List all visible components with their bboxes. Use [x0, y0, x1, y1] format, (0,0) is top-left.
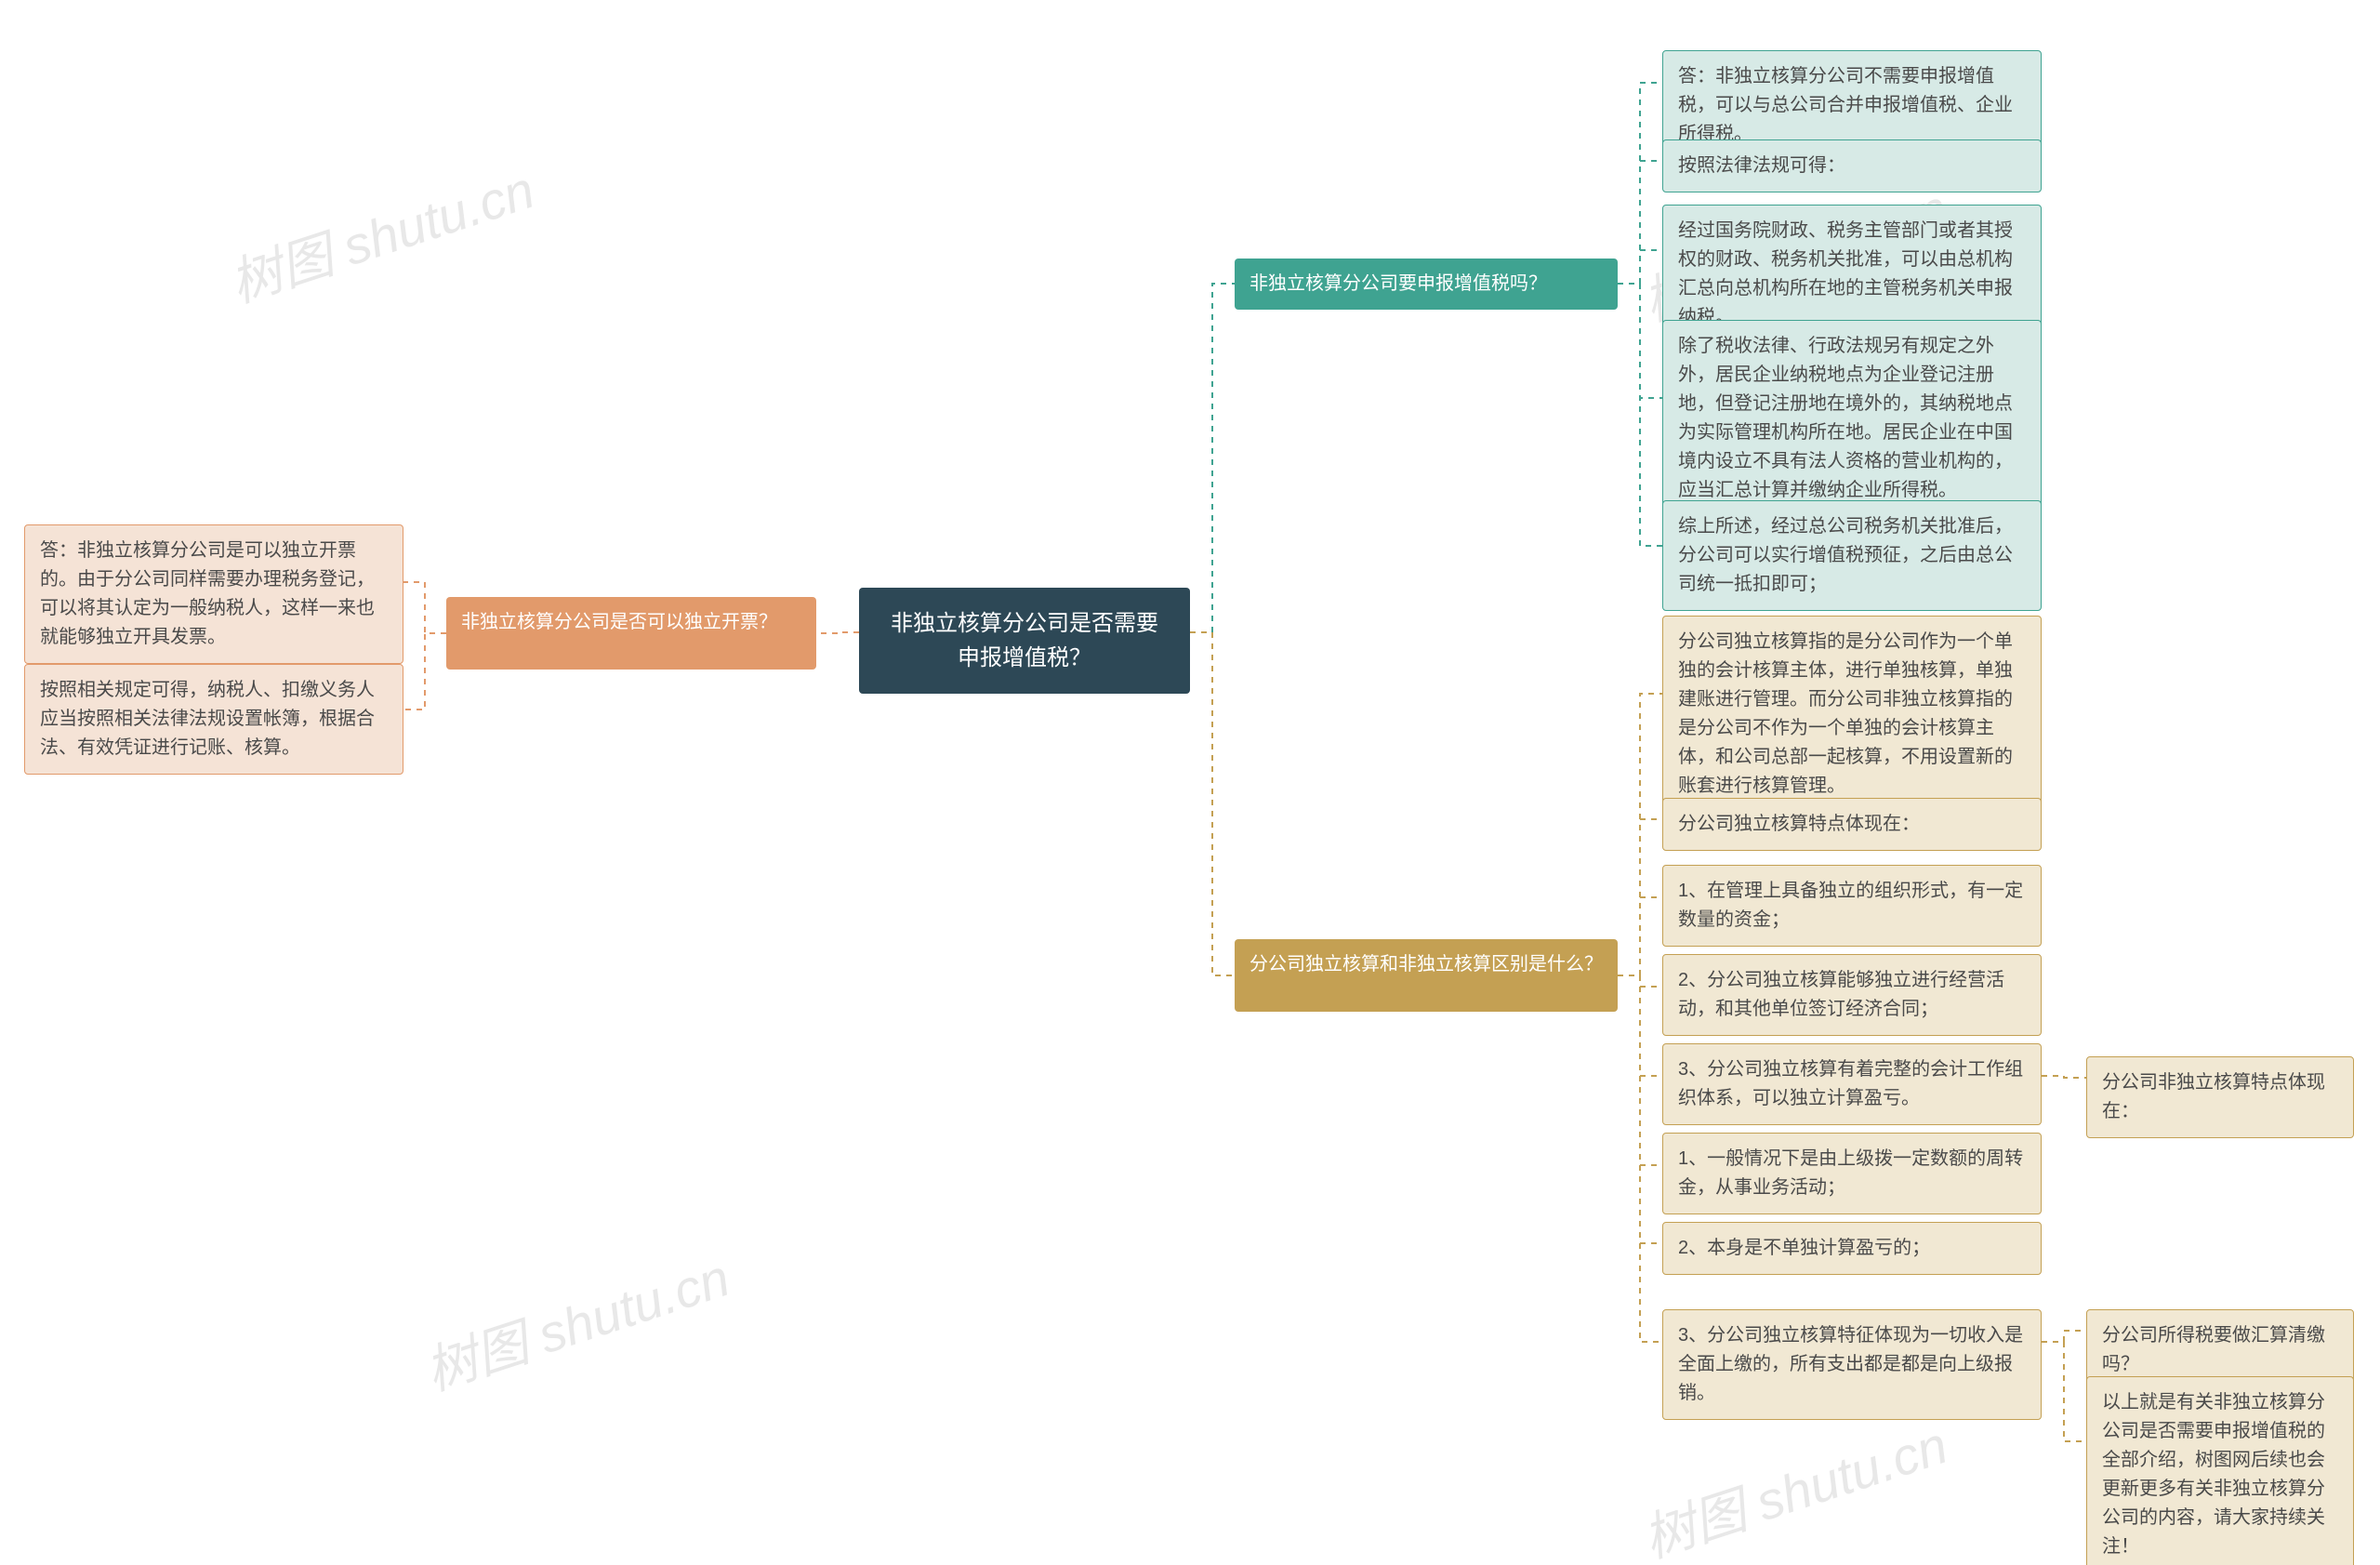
watermark: 树图 shutu.cn	[219, 149, 543, 318]
central-node: 非独立核算分公司是否需要申报增值税？	[859, 588, 1190, 694]
tan-leaf: 2、分公司独立核算能够独立进行经营活动，和其他单位签订经济合同；	[1662, 954, 2042, 1036]
teal-leaf: 综上所述，经过总公司税务机关批准后，分公司可以实行增值税预征，之后由总公司统一抵…	[1662, 500, 2042, 611]
branch-tan: 分公司独立核算和非独立核算区别是什么？	[1235, 939, 1618, 1012]
watermark: 树图 shutu.cn	[415, 1237, 738, 1406]
tan-leaf: 分公司独立核算特点体现在：	[1662, 798, 2042, 851]
teal-leaf: 除了税收法律、行政法规另有规定之外外，居民企业纳税地点为企业登记注册地，但登记注…	[1662, 320, 2042, 517]
tan-deep: 分公司非独立核算特点体现在：	[2086, 1056, 2354, 1138]
tan-leaf: 2、本身是不单独计算盈亏的；	[1662, 1222, 2042, 1275]
orange-leaf: 答：非独立核算分公司是可以独立开票的。由于分公司同样需要办理税务登记，可以将其认…	[24, 524, 403, 664]
branch-teal: 非独立核算分公司要申报增值税吗？	[1235, 259, 1618, 310]
tan-leaf: 1、在管理上具备独立的组织形式，有一定数量的资金；	[1662, 865, 2042, 947]
branch-orange: 非独立核算分公司是否可以独立开票？	[446, 597, 816, 670]
tan-leaf: 3、分公司独立核算特征体现为一切收入是全面上缴的，所有支出都是都是向上级报销。	[1662, 1309, 2042, 1420]
teal-leaf: 按照法律法规可得：	[1662, 139, 2042, 192]
tan-deep: 以上就是有关非独立核算分公司是否需要申报增值税的全部介绍，树图网后续也会更新更多…	[2086, 1376, 2354, 1565]
tan-leaf: 1、一般情况下是由上级拨一定数额的周转金，从事业务活动；	[1662, 1133, 2042, 1214]
tan-leaf: 3、分公司独立核算有着完整的会计工作组织体系，可以独立计算盈亏。	[1662, 1043, 2042, 1125]
tan-leaf: 分公司独立核算指的是分公司作为一个单独的会计核算主体，进行单独核算，单独建账进行…	[1662, 616, 2042, 813]
watermark: 树图 shutu.cn	[1633, 1404, 1956, 1565]
orange-leaf: 按照相关规定可得，纳税人、扣缴义务人应当按照相关法律法规设置帐簿，根据合法、有效…	[24, 664, 403, 775]
